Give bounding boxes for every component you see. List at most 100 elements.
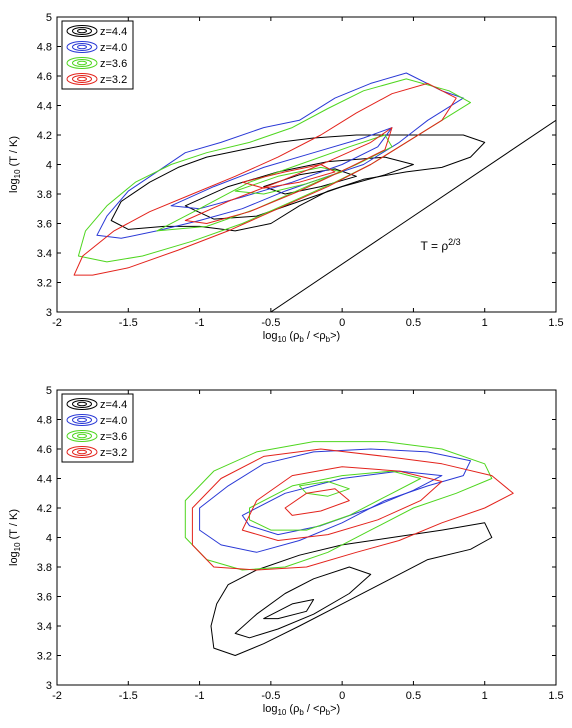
legend-entry-label: z=3.6	[100, 431, 127, 443]
contour-z=3.2-level-2	[241, 466, 443, 541]
label-part: (T / K)	[8, 136, 20, 169]
y-tick-label: 3.2	[37, 278, 52, 290]
label-part: ρ	[293, 330, 299, 342]
label-part: (	[286, 330, 293, 342]
contour-z=3.6-level-3	[298, 481, 350, 497]
x-tick-label: 1	[482, 317, 488, 329]
label-part: 10	[13, 169, 22, 178]
x-tick-label: -1	[195, 690, 205, 702]
x-tick-label: -1.5	[119, 317, 138, 329]
contour-z=3.6-level-1	[77, 78, 471, 263]
y-tick-label: 3	[46, 307, 52, 319]
y-tick-label: 3.8	[37, 562, 52, 574]
legend-swatch-ring-3	[77, 449, 87, 455]
y-tick-label: 3.8	[37, 189, 52, 201]
legend-swatch-ring-3	[77, 401, 87, 407]
y-tick-label: 4.8	[37, 415, 52, 427]
legend-swatch-ring-1	[66, 73, 98, 85]
legend-swatch-ring-1	[66, 41, 98, 53]
label-part: b	[299, 708, 304, 717]
y-tick-label: 4.6	[37, 444, 52, 456]
contour-z=4.4-level-3	[263, 168, 357, 195]
x-tick-label: 0	[339, 317, 345, 329]
legend-swatch-ring-1	[66, 25, 98, 37]
legend-swatch-ring-2	[72, 416, 92, 424]
legend-swatch-ring-3	[77, 76, 87, 82]
y-tick-label: 4.6	[37, 71, 52, 83]
label-part: 10	[277, 335, 286, 344]
contour-z=4.4-level-1	[210, 522, 493, 656]
contour-z=3.2-level-2	[184, 127, 393, 224]
label-part: log	[8, 551, 20, 566]
contour-z=4.4-level-3	[263, 599, 315, 620]
contour-z=3.2-level-1	[73, 82, 457, 276]
y-tick-label: 3.4	[37, 248, 52, 260]
legend-entry-label: z=3.2	[100, 74, 127, 86]
legend-swatch-ring-1	[66, 57, 98, 69]
y-tick-label: 3.6	[37, 592, 52, 604]
y-tick-label: 3.6	[37, 219, 52, 231]
x-tick-label: -0.5	[261, 317, 280, 329]
legend-swatch-ring-3	[77, 417, 87, 423]
label-part: / <	[304, 703, 320, 715]
contours	[184, 441, 514, 656]
label-part: 10	[277, 708, 286, 717]
y-tick-label: 4.4	[37, 101, 52, 113]
x-tick-label: -0.5	[261, 690, 280, 702]
label-part: log	[8, 178, 20, 193]
x-tick-label: -1.5	[119, 690, 138, 702]
legend-entry-label: z=4.4	[100, 26, 127, 38]
label-part: / <	[304, 330, 320, 342]
legend-swatch-ring-2	[72, 27, 92, 35]
legend-swatch-ring-3	[77, 433, 87, 439]
label-part: log	[263, 703, 278, 715]
annotation-text: T = ρ2/3	[421, 237, 461, 253]
contour-z=4.4-level-2	[234, 566, 372, 639]
label-part: log	[263, 330, 278, 342]
legend-swatch-ring-2	[72, 400, 92, 408]
contour-z=3.6-level-3	[234, 166, 343, 195]
x-tick-label: -2	[52, 690, 62, 702]
legend-swatch-ring-3	[77, 60, 87, 66]
legend-entry-label: z=4.0	[100, 415, 127, 427]
chart-panel-1: -2 -1.5 -1 -0.5 0 0.5 1 1.5 3 3.2 3.4 3.6 3.8 4 4.2 4.4…	[8, 12, 564, 344]
legend-swatch-ring-2	[72, 43, 92, 51]
y-tick-label: 3.4	[37, 621, 52, 633]
contour-z=4.4-level-2	[184, 156, 414, 220]
label-part: ρ	[293, 703, 299, 715]
label-part: >)	[330, 703, 340, 715]
legend-entry-label: z=4.4	[100, 399, 127, 411]
y-tick-label: 4.4	[37, 474, 52, 486]
contour-z=4.0-level-1	[199, 448, 471, 553]
legend-entry-label: z=3.6	[100, 58, 127, 70]
x-tick-label: -1	[195, 317, 205, 329]
contour-z=3.6-level-1	[184, 441, 493, 571]
legend: z=4.4 z=4.0 z=3.6 z=3.2	[61, 393, 134, 463]
legend-swatch-ring-3	[77, 44, 87, 50]
contour-z=3.2-level-1	[191, 448, 514, 571]
contour-z=3.6-level-2	[249, 470, 422, 531]
label-part: b	[326, 335, 331, 344]
legend-swatch-ring-2	[72, 75, 92, 83]
contour-z=4.0-level-2	[241, 470, 443, 536]
chart-panel-2: -2 -1.5 -1 -0.5 0 0.5 1 1.5 3 3.2 3.4 3.6 3.8 4 4.2 4.4…	[8, 385, 564, 717]
annotation-superscript: 2/3	[448, 237, 461, 247]
contours	[73, 72, 486, 276]
x-tick-label: 1	[482, 690, 488, 702]
legend-swatch-ring-1	[66, 398, 98, 410]
x-tick-label: -2	[52, 317, 62, 329]
y-tick-label: 3	[46, 680, 52, 692]
x-tick-label: 1.5	[548, 317, 563, 329]
y-tick-label: 4	[46, 160, 52, 172]
legend: z=4.4 z=4.0 z=3.6 z=3.2	[61, 20, 134, 90]
y-axis-label: log10 (T / K)	[8, 136, 22, 193]
legend-swatch-ring-1	[66, 430, 98, 442]
legend-swatch-ring-1	[66, 446, 98, 458]
y-axis-label: log10 (T / K)	[8, 509, 22, 566]
y-tick-label: 4	[46, 533, 52, 545]
x-tick-label: 0	[339, 690, 345, 702]
label-part: ρ	[319, 330, 325, 342]
y-tick-label: 5	[46, 385, 52, 397]
legend-swatch-ring-1	[66, 414, 98, 426]
